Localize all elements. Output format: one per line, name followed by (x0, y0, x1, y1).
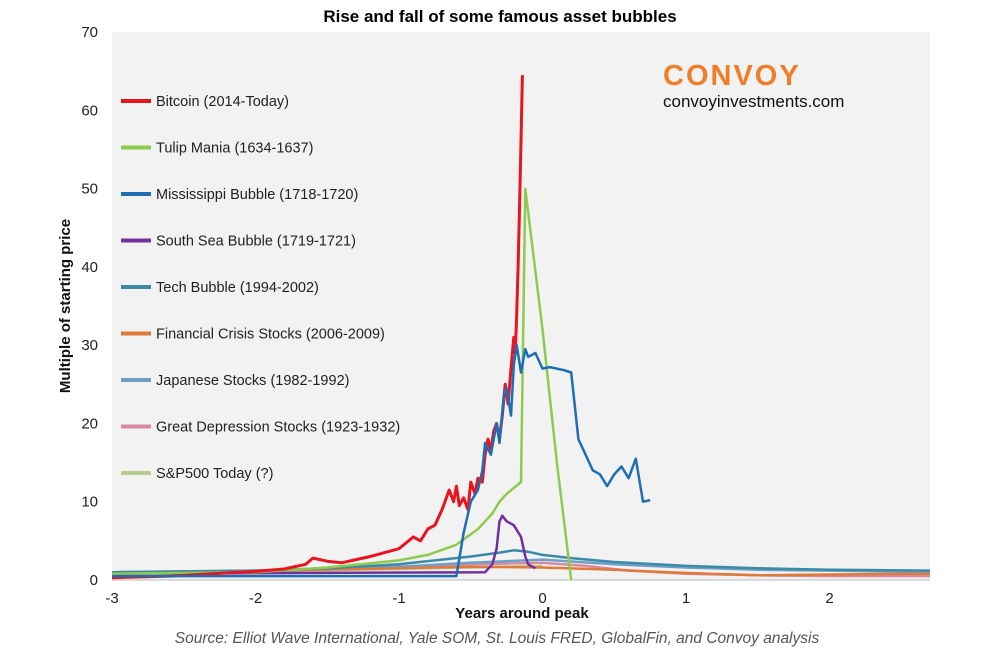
y-tick-label: 0 (90, 572, 98, 589)
x-tick-label: -2 (249, 590, 262, 607)
legend-label: Japanese Stocks (1982-1992) (156, 373, 349, 389)
legend-label: Financial Crisis Stocks (2006-2009) (156, 327, 385, 343)
x-tick-label: 0 (538, 590, 546, 607)
series-lines (111, 75, 931, 581)
legend: Bitcoin (2014-Today) Tulip Mania (1634-16… (121, 94, 400, 482)
legend-label: Tulip Mania (1634-1637) (156, 141, 313, 157)
legend-label: South Sea Bubble (1719-1721) (156, 234, 356, 250)
y-axis: 0 10 20 30 40 50 60 70 (81, 24, 98, 589)
y-tick-label: 40 (81, 259, 98, 276)
brand-url: convoyinvestments.com (663, 92, 844, 111)
y-tick-label: 10 (81, 494, 98, 511)
y-tick-label: 70 (81, 24, 98, 41)
y-tick-label: 50 (81, 181, 98, 198)
y-tick-label: 20 (81, 415, 98, 432)
y-axis-label: Multiple of starting price (57, 219, 74, 393)
x-tick-label: -3 (105, 590, 118, 607)
series-line (111, 75, 524, 580)
legend-label: Bitcoin (2014-Today) (156, 94, 289, 110)
legend-label: Tech Bubble (1994-2002) (156, 280, 319, 296)
x-tick-label: -1 (392, 590, 405, 607)
legend-label: S&P500 Today (?) (156, 466, 273, 482)
chart-title: Rise and fall of some famous asset bubbl… (323, 7, 676, 26)
series-line (111, 187, 573, 581)
series-line (111, 514, 537, 575)
series-line (111, 549, 931, 574)
series-line (112, 343, 651, 578)
source-note: Source: Elliot Wave International, Yale … (175, 630, 820, 647)
x-tick-label: 2 (825, 590, 833, 607)
legend-label: Mississippi Bubble (1718-1720) (156, 187, 358, 203)
x-axis-label: Years around peak (455, 605, 589, 622)
x-tick-label: 1 (682, 590, 690, 607)
legend-label: Great Depression Stocks (1923-1932) (156, 420, 400, 436)
y-tick-label: 30 (81, 337, 98, 354)
brand-logo: CONVOY (663, 60, 801, 92)
x-axis: -3 -2 -1 0 1 2 (105, 590, 833, 607)
y-tick-label: 60 (81, 102, 98, 119)
